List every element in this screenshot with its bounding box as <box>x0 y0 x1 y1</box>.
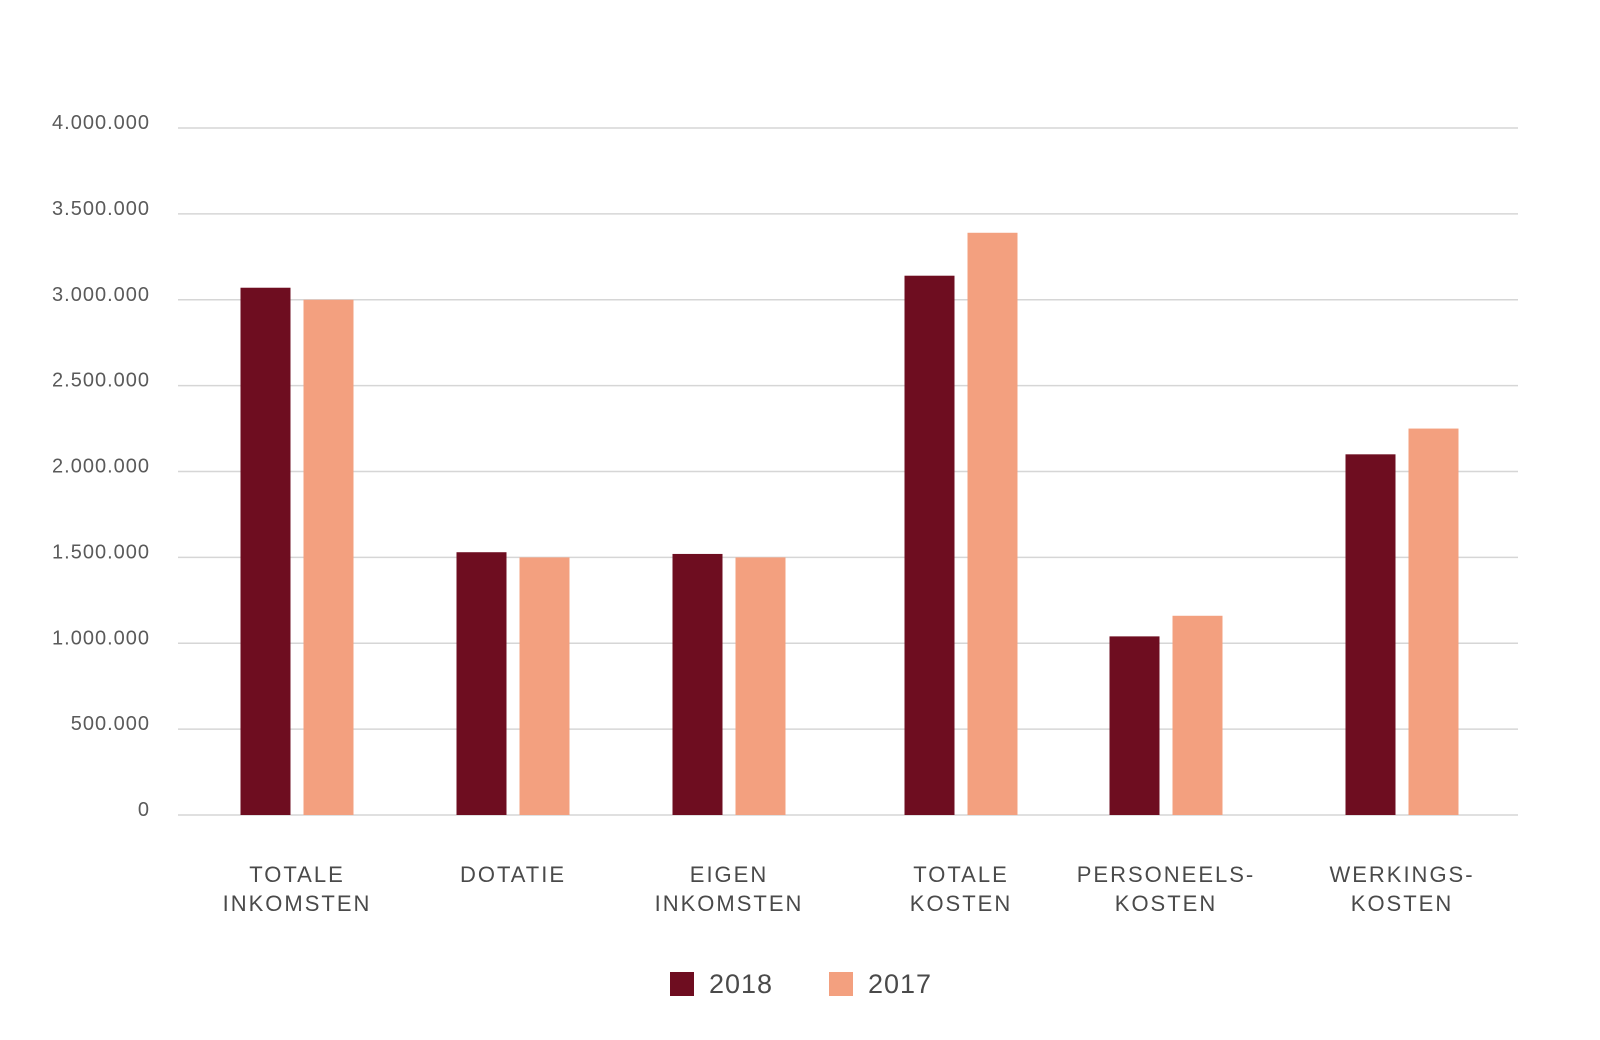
x-tick-label: TOTALE KOSTEN <box>910 862 1012 916</box>
y-tick-label: 3.000.000 <box>52 284 150 306</box>
gridlines <box>178 127 1518 816</box>
bar-2017-3 <box>967 232 1018 815</box>
y-tick-label: 500.000 <box>71 713 150 735</box>
y-tick-label: 3.500.000 <box>52 198 150 220</box>
y-tick-label: 4.000.000 <box>52 112 150 134</box>
legend-swatch-2017 <box>829 972 853 996</box>
x-tick-label: EIGEN INKOMSTEN <box>655 862 804 916</box>
bar-2017-5 <box>1408 428 1459 815</box>
x-axis-ticks: TOTALE INKOMSTEN DOTATIE EIGEN INKOMSTEN TOTA… <box>223 862 1474 916</box>
y-tick-label: 2.000.000 <box>52 456 150 478</box>
bar-2017-1 <box>519 557 570 815</box>
legend-swatch-2018 <box>670 972 694 996</box>
legend: 2018 2017 <box>670 969 932 999</box>
legend-label-2018: 2018 <box>709 969 773 999</box>
bar-2018-5 <box>1345 454 1396 815</box>
bar-2018-2 <box>672 553 723 815</box>
y-axis-ticks: 0 500.000 1.000.000 1.500.000 2.000.000 2.500… <box>52 112 150 821</box>
bar-2017-4 <box>1172 615 1223 815</box>
bar-2018-3 <box>904 275 955 816</box>
bar-2017-2 <box>735 557 786 815</box>
y-tick-label: 2.500.000 <box>52 370 150 392</box>
y-tick-label: 1.500.000 <box>52 541 150 563</box>
bar-2018-0 <box>240 287 291 815</box>
bars <box>240 232 1459 816</box>
bar-2018-4 <box>1109 636 1160 815</box>
legend-label-2017: 2017 <box>868 969 932 999</box>
y-tick-label: 1.000.000 <box>52 627 150 649</box>
x-tick-label: DOTATIE <box>460 862 566 887</box>
x-tick-label: WERKINGS-KOSTEN <box>1329 862 1474 916</box>
y-tick-label: 0 <box>138 799 150 821</box>
x-tick-label: TOTALE INKOMSTEN <box>223 862 372 916</box>
x-tick-label: PERSONEELS-KOSTEN <box>1077 862 1256 916</box>
bar-2017-0 <box>303 299 354 815</box>
bar-2018-1 <box>456 552 507 815</box>
